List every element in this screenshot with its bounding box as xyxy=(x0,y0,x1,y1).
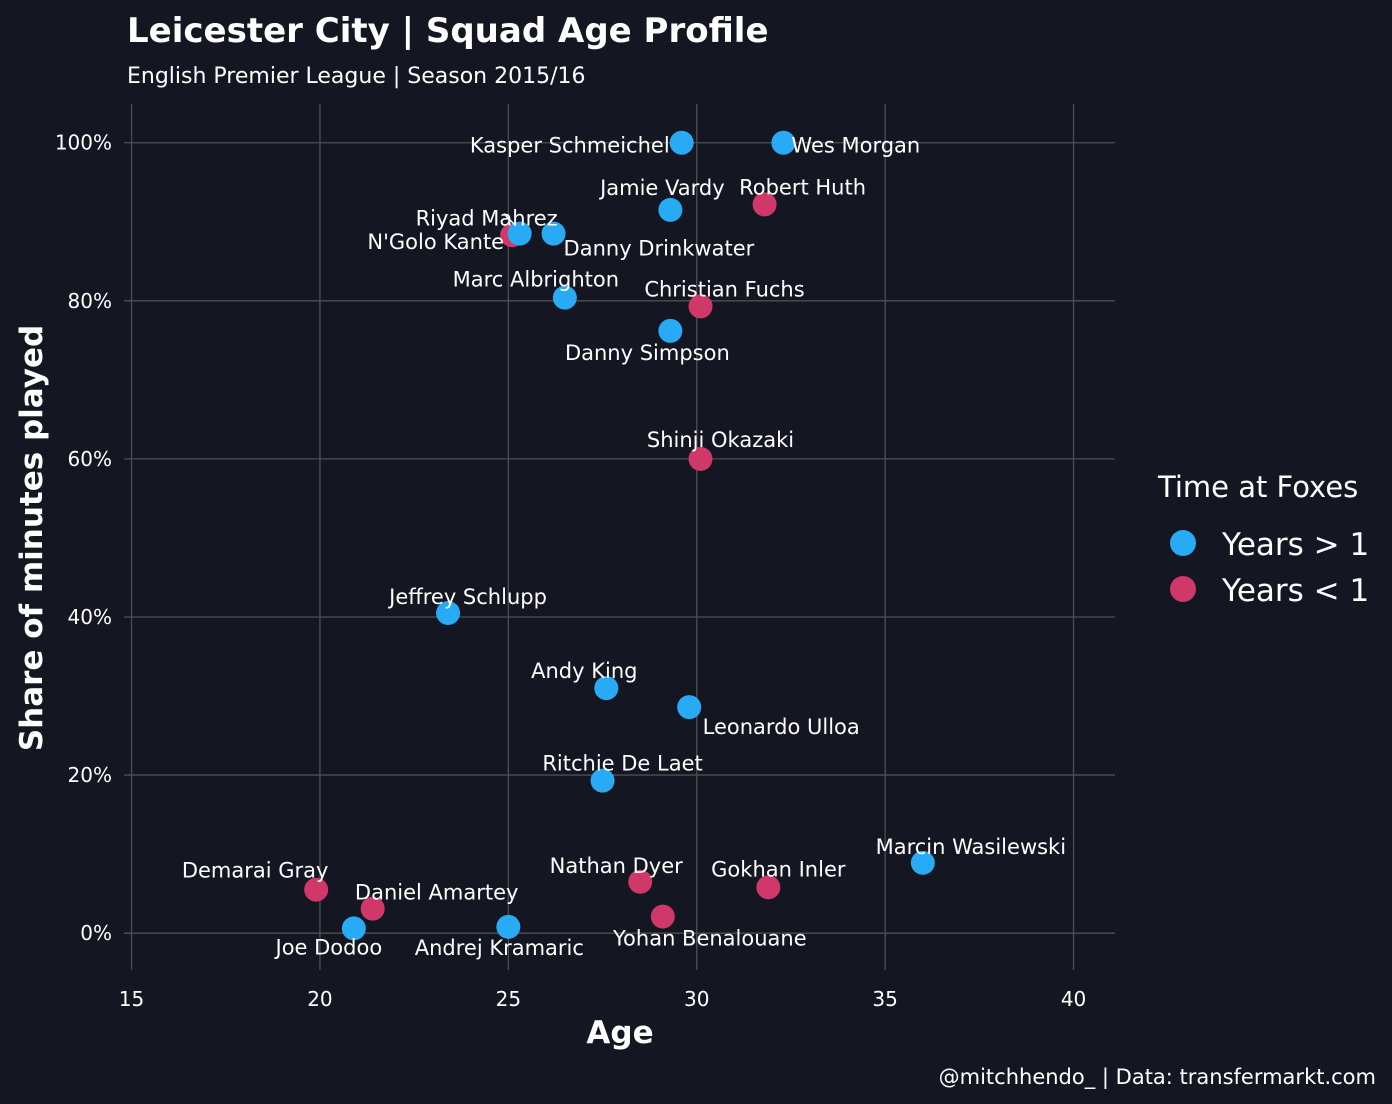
point-riyad-mahrez xyxy=(507,221,532,246)
x-tick-label: 40 xyxy=(1061,987,1086,1011)
legend-swatch-years-more-than-1 xyxy=(1170,530,1196,556)
legend-swatch-years-less-than-1 xyxy=(1170,576,1196,602)
point-christian-fuchs xyxy=(688,294,713,319)
y-tick-label: 80% xyxy=(68,289,112,313)
grid-lines xyxy=(124,104,1115,964)
x-tick-label: 30 xyxy=(684,987,709,1011)
point-danny-simpson xyxy=(658,318,683,343)
label-marcin-wasilewski: Marcin Wasilewski xyxy=(876,835,1066,859)
point-demarai-gray xyxy=(304,877,329,902)
x-tick-label: 25 xyxy=(496,987,521,1011)
label-n-golo-kante: N'Golo Kante xyxy=(367,230,504,254)
point-labels: Kasper Schmeichel Wes Morgan Jamie Vardy Ri… xyxy=(182,134,1066,960)
legend-label-years-more-than-1: Years > 1 xyxy=(1221,527,1369,563)
legend-label-years-less-than-1: Years < 1 xyxy=(1221,573,1369,609)
label-riyad-mahrez: Riyad Mahrez xyxy=(416,207,558,231)
label-joe-dodoo: Joe Dodoo xyxy=(274,935,383,959)
x-tick-label: 35 xyxy=(872,987,897,1011)
x-axis-title: Age xyxy=(586,1015,653,1051)
legend: Time at Foxes Years > 1 Years < 1 xyxy=(1157,470,1369,609)
legend-title: Time at Foxes xyxy=(1157,470,1358,504)
label-danny-simpson: Danny Simpson xyxy=(565,341,730,365)
label-yohan-benalouane: Yohan Benalouane xyxy=(612,927,807,951)
label-andy-king: Andy King xyxy=(531,659,637,683)
point-andrej-kramaric xyxy=(496,914,521,939)
point-jeffrey-schlupp xyxy=(436,601,461,626)
label-leonardo-ulloa: Leonardo Ulloa xyxy=(703,715,860,739)
point-shinji-okazaki xyxy=(688,446,713,471)
label-shinji-okazaki: Shinji Okazaki xyxy=(647,428,794,452)
y-tick-label: 100% xyxy=(55,131,112,155)
y-tick-label: 40% xyxy=(68,605,112,629)
x-tick-label: 15 xyxy=(119,987,144,1011)
label-danny-drinkwater: Danny Drinkwater xyxy=(564,237,755,261)
y-tick-label: 0% xyxy=(80,921,112,945)
y-axis-ticks: 0% 20% 40% 60% 80% 100% xyxy=(55,131,112,945)
y-axis-title: Share of minutes played xyxy=(14,325,50,751)
x-axis-ticks: 15 20 25 30 35 40 xyxy=(119,964,1086,1011)
data-points xyxy=(304,130,935,941)
label-nathan-dyer: Nathan Dyer xyxy=(550,854,683,878)
point-danny-drinkwater xyxy=(541,221,566,246)
label-ritchie-de-laet: Ritchie De Laet xyxy=(542,752,702,776)
point-leonardo-ulloa xyxy=(677,695,702,720)
point-yohan-benalouane xyxy=(650,904,675,929)
label-leader-line xyxy=(503,213,517,227)
point-ritchie-de-laet xyxy=(590,768,615,793)
point-joe-dodoo xyxy=(341,916,366,941)
label-kasper-schmeichel: Kasper Schmeichel xyxy=(470,134,670,158)
chart-title: Leicester City | Squad Age Profile xyxy=(127,11,769,51)
y-tick-label: 60% xyxy=(68,447,112,471)
label-demarai-gray: Demarai Gray xyxy=(182,859,329,883)
point-andy-king xyxy=(594,676,619,701)
label-andrej-kramaric: Andrej Kramaric xyxy=(415,936,584,960)
point-robert-huth xyxy=(752,192,777,217)
point-gokhan-inler xyxy=(756,875,781,900)
label-christian-fuchs: Christian Fuchs xyxy=(644,277,804,301)
point-jamie-vardy xyxy=(658,197,683,222)
label-marc-albrighton: Marc Albrighton xyxy=(453,268,619,292)
point-marcin-wasilewski xyxy=(910,850,935,875)
label-robert-huth: Robert Huth xyxy=(739,175,866,199)
point-nathan-dyer xyxy=(628,869,653,894)
point-kasper-schmeichel xyxy=(669,130,694,155)
chart-subtitle: English Premier League | Season 2015/16 xyxy=(127,64,586,89)
label-wes-morgan: Wes Morgan xyxy=(791,134,920,158)
label-gokhan-inler: Gokhan Inler xyxy=(711,857,846,881)
y-tick-label: 20% xyxy=(68,763,112,787)
caption: @mitchhendo_ | Data: transfermarkt.com xyxy=(939,1065,1376,1090)
point-wes-morgan xyxy=(771,130,796,155)
x-tick-label: 20 xyxy=(307,987,332,1011)
label-jeffrey-schlupp: Jeffrey Schlupp xyxy=(387,585,547,609)
label-jamie-vardy: Jamie Vardy xyxy=(598,176,725,200)
point-daniel-amartey xyxy=(360,896,385,921)
point-marc-albrighton xyxy=(552,285,577,310)
label-daniel-amartey: Daniel Amartey xyxy=(355,881,519,905)
